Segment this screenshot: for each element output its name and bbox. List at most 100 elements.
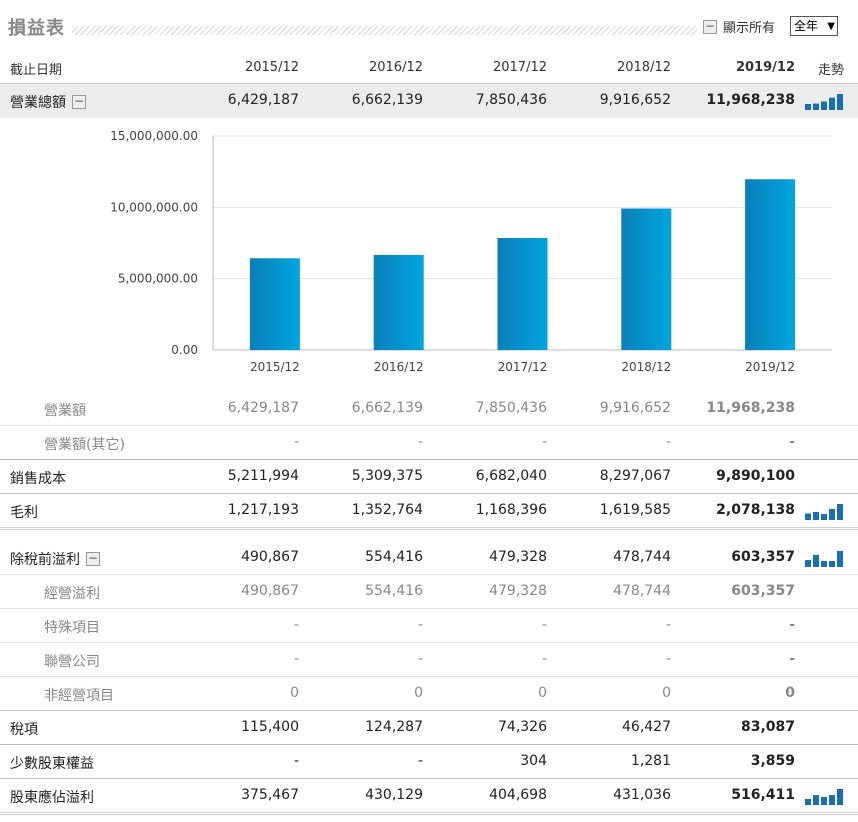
row-label: 聯營公司 [44, 654, 100, 670]
cell-value: 1,352,764 [351, 502, 423, 518]
cell-value: 6,429,187 [227, 400, 299, 416]
cell-value-latest: 516,411 [731, 787, 795, 803]
collapse-icon[interactable]: − [86, 551, 100, 566]
cell-value: 0 [414, 685, 423, 701]
cell-value-latest: 0 [785, 685, 795, 701]
chart-bar[interactable] [745, 179, 796, 350]
row-label-text: 除稅前溢利 [10, 552, 80, 568]
table-row: 除稅前溢利 − 490,867 554,416 479,328 478,744 … [0, 541, 858, 575]
cell-value-latest: 11,968,238 [706, 92, 795, 108]
row-label: 經營溢利 [44, 586, 100, 602]
cell-value: 9,916,652 [599, 92, 671, 108]
cell-value-latest: 3,859 [750, 753, 795, 769]
cell-value: - [417, 651, 423, 667]
y-tick-label: 0.00 [171, 343, 198, 357]
cell-value: 404,698 [489, 787, 547, 803]
cell-value: 554,416 [365, 583, 423, 599]
trend-bar [805, 513, 811, 520]
cell-value: 375,467 [241, 787, 299, 803]
show-all-toggle[interactable]: − 顯示所有 [703, 17, 775, 36]
date-column-label: 截止日期 [10, 63, 63, 78]
period-header: 2015/12 [244, 60, 299, 75]
row-label: 特殊項目 [44, 620, 100, 636]
table-row: 非經營項目 0 0 0 0 0 [0, 677, 858, 711]
cell-value: - [293, 651, 299, 667]
cell-value: - [417, 753, 423, 769]
cell-value: - [293, 434, 299, 450]
row-label: 營業總額 − [10, 92, 86, 112]
trend-bar [805, 104, 811, 110]
cell-value: 479,328 [489, 583, 547, 599]
trend-bar [805, 560, 811, 567]
trend-sparkline-icon[interactable] [805, 789, 845, 805]
cell-value-latest: 2,078,138 [716, 502, 795, 518]
cell-value: 8,297,067 [599, 468, 671, 484]
cell-value: - [541, 651, 547, 667]
cell-value: 1,168,396 [475, 502, 547, 518]
trend-bar [821, 560, 827, 567]
cell-value: 115,400 [241, 719, 299, 735]
period-header: 2016/12 [368, 60, 423, 75]
chart-bar[interactable] [373, 254, 424, 350]
collapse-icon[interactable]: − [72, 94, 86, 109]
trend-bar [813, 103, 819, 110]
trend-bar [829, 509, 835, 520]
cell-value-latest: - [789, 434, 795, 450]
table-row: 稅項 115,400 124,287 74,326 46,427 83,087 [0, 711, 858, 745]
cell-value: 0 [662, 685, 671, 701]
cell-value: 124,287 [365, 719, 423, 735]
cell-value: 554,416 [365, 549, 423, 565]
cell-value: 430,129 [365, 787, 423, 803]
trend-bar [805, 799, 811, 805]
cell-value: 5,211,994 [227, 468, 299, 484]
table-header-row: 截止日期 2015/12 2016/12 2017/12 2018/12 201… [0, 50, 858, 84]
trend-bar [837, 789, 843, 805]
y-tick-label: 15,000,000.00 [110, 129, 198, 143]
table-row: 聯營公司 - - - - - [0, 643, 858, 677]
cell-value: 6,682,040 [475, 468, 547, 484]
table-row: 營業額(其它) - - - - - [0, 426, 858, 460]
collapse-icon[interactable]: − [703, 18, 717, 34]
trend-bar [837, 94, 843, 110]
cell-value: 431,036 [613, 787, 671, 803]
cell-value-latest: 83,087 [740, 719, 795, 735]
cell-value: - [417, 434, 423, 450]
cell-value-latest: 603,357 [731, 583, 795, 599]
cell-value: 46,427 [622, 719, 671, 735]
trend-sparkline-icon[interactable] [805, 551, 845, 567]
trend-bar [813, 554, 819, 567]
y-tick-label: 10,000,000.00 [110, 200, 198, 214]
cell-value: 1,217,193 [227, 502, 299, 518]
cell-value: 7,850,436 [475, 400, 547, 416]
table-row: 營業總額 − 6,429,187 6,662,139 7,850,436 9,9… [0, 84, 858, 118]
cell-value: 1,281 [630, 753, 671, 769]
table-row: 營業額 6,429,187 6,662,139 7,850,436 9,916,… [0, 392, 858, 426]
cell-value: 490,867 [241, 583, 299, 599]
trend-sparkline-icon[interactable] [805, 504, 845, 520]
x-tick-label: 2019/12 [745, 360, 795, 374]
cell-value: 6,662,139 [351, 92, 423, 108]
row-label: 股東應佔溢利 [10, 790, 94, 806]
table-row: 特殊項目 - - - - - [0, 609, 858, 643]
cell-value: 478,744 [613, 549, 671, 565]
x-tick-label: 2015/12 [250, 360, 300, 374]
cell-value: 0 [290, 685, 299, 701]
period-header: 2018/12 [616, 60, 671, 75]
chart-bar[interactable] [249, 258, 300, 350]
chart-bar[interactable] [621, 208, 672, 350]
cell-value: 490,867 [241, 549, 299, 565]
period-select[interactable]: 全年 ▼ [790, 16, 838, 36]
table-row: 股東應佔溢利 375,467 430,129 404,698 431,036 5… [0, 779, 858, 815]
trend-sparkline-icon[interactable] [805, 94, 845, 110]
trend-bar [829, 561, 835, 567]
row-label-text: 營業總額 [10, 95, 66, 111]
cell-value: - [417, 617, 423, 633]
cell-value: 7,850,436 [475, 92, 547, 108]
row-label: 銷售成本 [10, 471, 66, 487]
period-header-latest: 2019/12 [735, 60, 795, 75]
chart-bar[interactable] [497, 238, 548, 350]
show-all-label[interactable]: 顯示所有 [723, 21, 776, 36]
row-label: 營業額 [44, 403, 86, 419]
trend-bar [837, 504, 843, 520]
cell-value: - [293, 617, 299, 633]
